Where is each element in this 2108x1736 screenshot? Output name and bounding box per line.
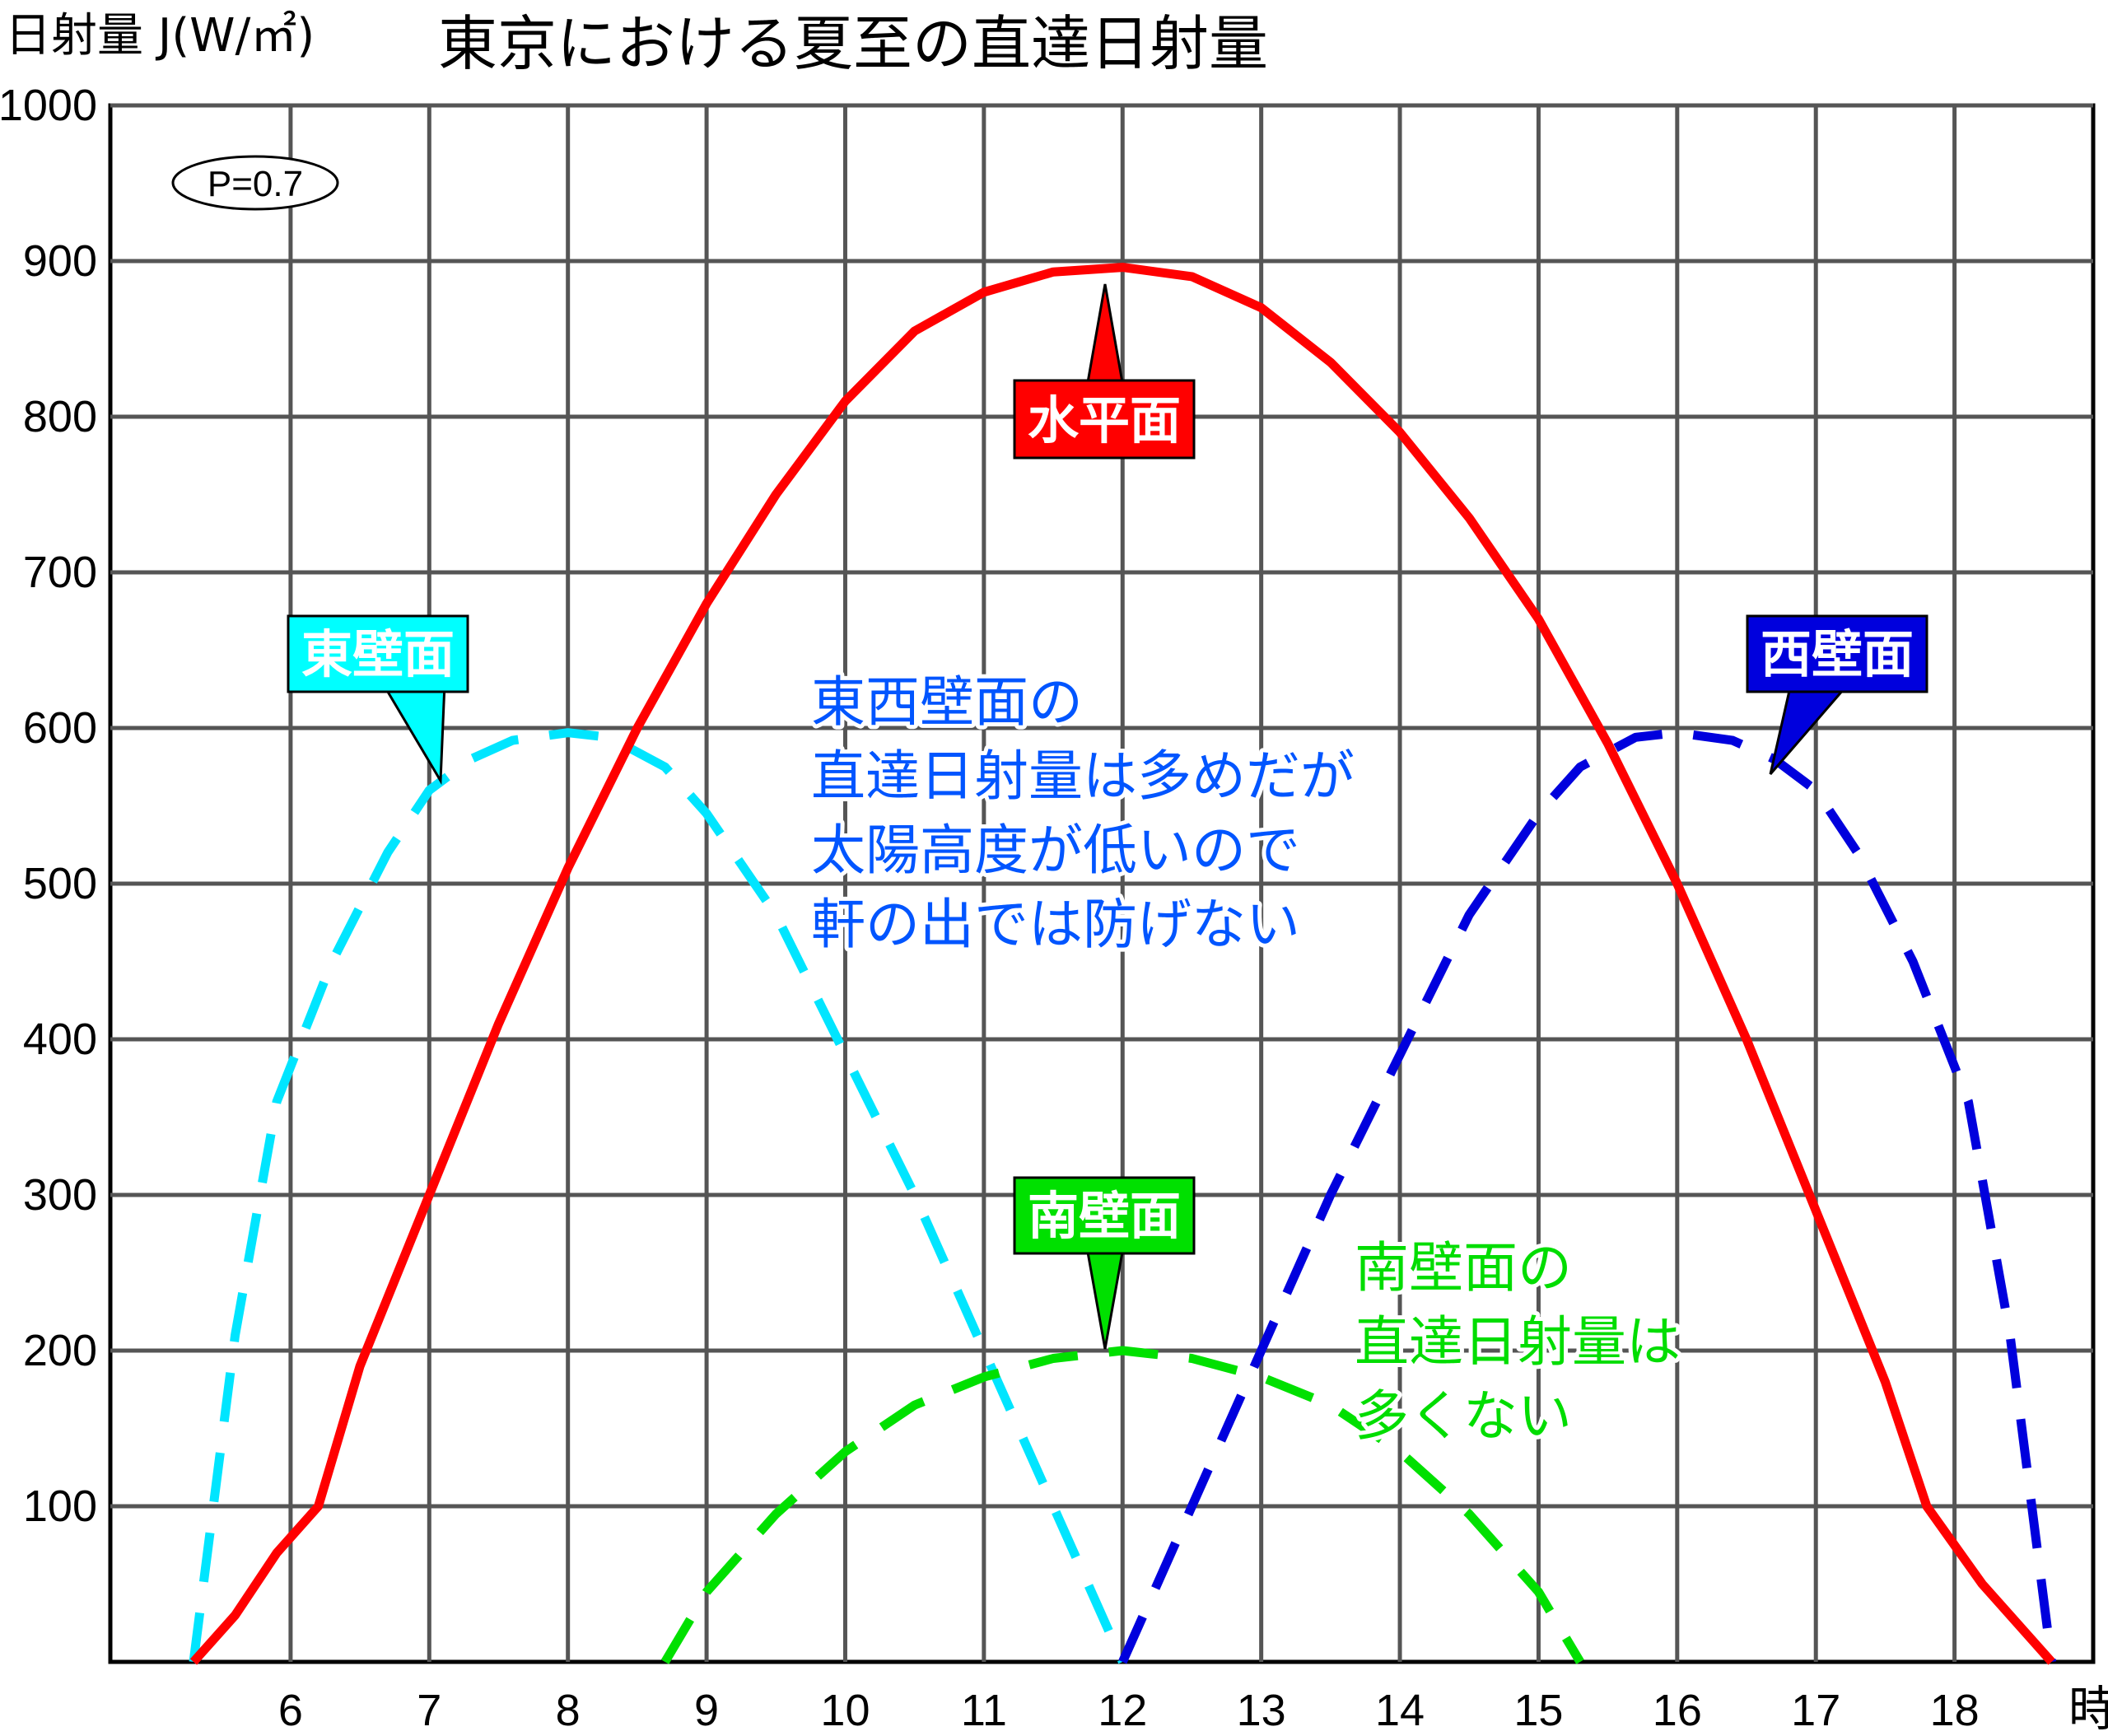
callout-south: 南壁面 bbox=[1013, 1176, 1196, 1350]
x-tick-label: 10 bbox=[820, 1686, 870, 1735]
callout-horizontal: 水平面 bbox=[1013, 283, 1196, 460]
y-tick-label: 200 bbox=[23, 1326, 97, 1375]
note-east-west-line-1: 東西壁面の bbox=[811, 670, 1083, 734]
note-south-line-3: 多くない bbox=[1355, 1384, 1572, 1448]
y-tick-label: 1000 bbox=[0, 81, 97, 130]
p-value-badge bbox=[171, 155, 339, 211]
series-horizontal-line bbox=[189, 263, 2055, 1665]
callout-south-pointer bbox=[1085, 1246, 1125, 1350]
x-tick-labels: 6 7 8 9 10 11 12 13 14 15 16 17 18 bbox=[278, 1686, 1980, 1735]
note-east-west: 東西壁面の 直達日射量は多めだが 太陽高度が低いので 軒の出では防げない bbox=[807, 666, 1359, 960]
y-tick-label: 600 bbox=[23, 703, 97, 753]
callout-south-label: 南壁面 bbox=[1028, 1186, 1181, 1246]
x-tick-label: 16 bbox=[1653, 1686, 1702, 1735]
x-tick-label: 8 bbox=[556, 1686, 581, 1735]
y-tick-label: 500 bbox=[23, 859, 97, 908]
callout-east-label: 東壁面 bbox=[301, 624, 455, 684]
y-tick-label: 800 bbox=[23, 392, 97, 441]
callout-horizontal-pointer bbox=[1085, 283, 1125, 389]
p-value-text: P=0.7 bbox=[208, 164, 303, 204]
x-tick-label: 13 bbox=[1237, 1686, 1286, 1735]
note-east-west-line-3: 太陽高度が低いので bbox=[811, 819, 1300, 882]
x-axis-title: 時 bbox=[2068, 1681, 2108, 1736]
x-tick-label: 17 bbox=[1791, 1686, 1840, 1735]
y-tick-label: 100 bbox=[23, 1482, 97, 1531]
chart-title: 東京における夏至の直達日射量 bbox=[438, 9, 1268, 78]
series-west-wall-line bbox=[1118, 728, 2056, 1664]
note-south: 南壁面の 直達日射量は 多くない bbox=[1350, 1232, 1685, 1452]
callout-horizontal-box bbox=[1013, 379, 1196, 460]
series-south-wall-line bbox=[660, 1346, 1584, 1664]
callout-east-box bbox=[287, 614, 469, 693]
callout-west: 西壁面 bbox=[1746, 614, 1928, 775]
callout-east-pointer bbox=[380, 682, 446, 786]
callout-west-box bbox=[1746, 614, 1928, 693]
x-tick-label: 7 bbox=[417, 1686, 441, 1735]
x-tick-label: 15 bbox=[1513, 1686, 1563, 1735]
callout-west-label: 西壁面 bbox=[1761, 624, 1914, 684]
callout-horizontal-label: 水平面 bbox=[1028, 390, 1181, 450]
note-south-line-2: 直達日射量は bbox=[1355, 1310, 1681, 1374]
y-axis-title: 日射量 J(W/㎡) bbox=[5, 9, 315, 63]
y-tick-label: 700 bbox=[23, 548, 97, 597]
note-east-west-line-2: 直達日射量は多めだが bbox=[811, 744, 1355, 808]
x-tick-label: 6 bbox=[278, 1686, 303, 1735]
callout-south-box bbox=[1013, 1176, 1196, 1255]
y-tick-label: 400 bbox=[23, 1015, 97, 1064]
y-tick-label: 900 bbox=[23, 236, 97, 286]
series-layer bbox=[189, 263, 2056, 1665]
x-tick-label: 11 bbox=[961, 1686, 1007, 1735]
callout-east: 東壁面 bbox=[287, 614, 469, 786]
note-east-west-line-4: 軒の出では防げない bbox=[811, 893, 1300, 956]
note-south-line-1: 南壁面の bbox=[1355, 1236, 1572, 1300]
x-tick-label: 9 bbox=[694, 1686, 719, 1735]
y-tick-labels: 100 200 300 400 500 600 700 800 900 1000 bbox=[0, 81, 97, 1531]
series-east-wall-line bbox=[189, 728, 1127, 1664]
x-tick-label: 12 bbox=[1098, 1686, 1147, 1735]
x-tick-label: 14 bbox=[1375, 1686, 1425, 1735]
x-tick-label: 18 bbox=[1930, 1686, 1980, 1735]
y-tick-label: 300 bbox=[23, 1170, 97, 1220]
